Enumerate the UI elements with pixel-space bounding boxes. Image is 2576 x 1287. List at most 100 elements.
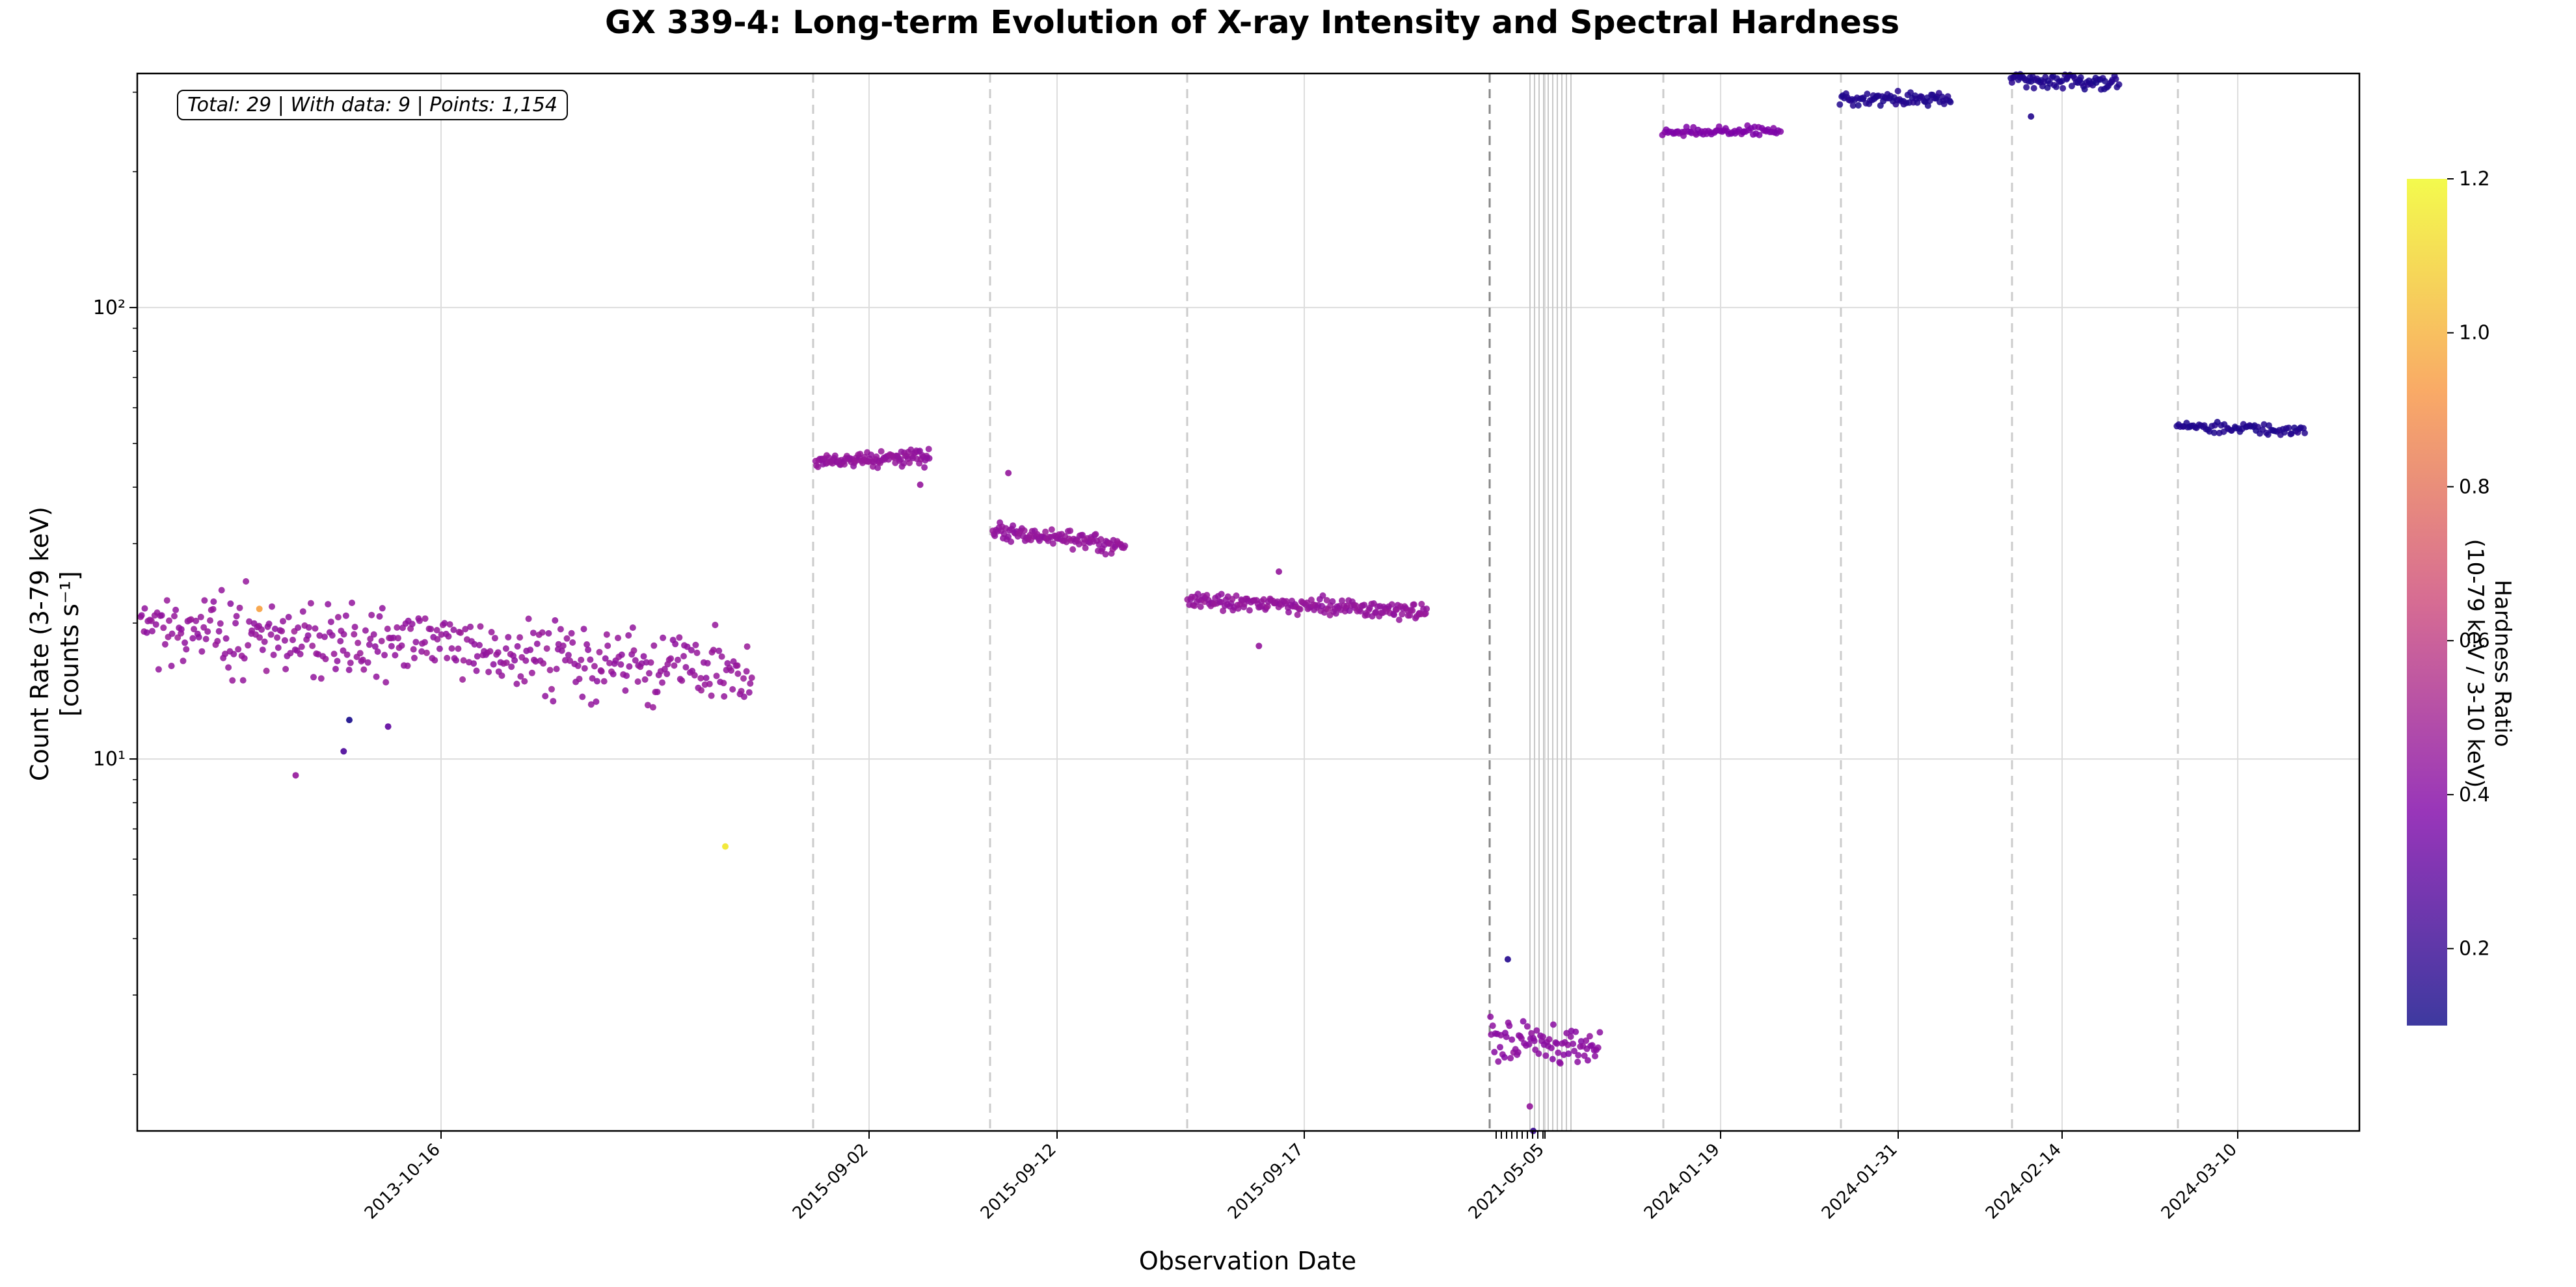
data-point [381, 652, 388, 659]
data-point [473, 667, 480, 674]
data-point [1855, 102, 1862, 109]
data-point [654, 689, 661, 695]
data-point [569, 639, 576, 646]
chart-title: GX 339-4: Long-term Evolution of X-ray I… [604, 4, 1900, 41]
data-point [394, 624, 401, 631]
data-point [1518, 1035, 1525, 1042]
y-axis-label-line1: Count Rate (3-79 keV) [25, 506, 54, 782]
data-point [222, 650, 228, 657]
data-point [285, 613, 292, 620]
data-point [721, 693, 728, 700]
data-point [222, 635, 230, 642]
data-point [568, 630, 575, 637]
data-point [1332, 610, 1339, 617]
data-point [2059, 85, 2067, 92]
data-point [2068, 83, 2075, 90]
data-point [1319, 592, 1326, 599]
data-point [455, 645, 462, 652]
data-point [382, 679, 390, 686]
x-gridlines [440, 73, 2238, 1131]
data-point [522, 657, 530, 664]
data-point [528, 669, 535, 676]
data-point [450, 626, 457, 633]
data-point [281, 637, 288, 644]
data-point [172, 606, 180, 613]
data-point [270, 652, 277, 658]
x-tick-label: 2024-01-19 [1641, 1140, 1724, 1223]
x-tick-label: 2015-09-17 [1224, 1140, 1308, 1223]
data-point [548, 685, 555, 693]
data-point [218, 587, 225, 594]
data-point [2112, 75, 2119, 83]
data-point [299, 608, 306, 615]
data-point [1418, 600, 1425, 607]
y-tick-label: 10¹ [93, 748, 126, 771]
data-point [343, 651, 351, 658]
data-point [1574, 1058, 1581, 1065]
data-point [814, 464, 822, 470]
data-point [667, 655, 675, 662]
data-point [245, 642, 252, 649]
data-point [632, 657, 639, 664]
data-point [378, 637, 385, 644]
data-point [610, 670, 617, 678]
outlier-point [917, 481, 924, 488]
data-point [1565, 1050, 1572, 1057]
data-point [2077, 74, 2084, 81]
data-point [183, 646, 190, 653]
colorbar-tick-label: 0.4 [2459, 784, 2490, 806]
data-point [1589, 1042, 1596, 1049]
data-point [1010, 522, 1017, 529]
data-point [1849, 102, 1857, 109]
data-point [1021, 527, 1028, 534]
data-point [704, 659, 711, 667]
data-point [330, 650, 338, 657]
data-point [239, 677, 247, 684]
data-point [160, 624, 167, 631]
data-point [258, 626, 265, 633]
data-point [567, 657, 574, 664]
data-point [345, 667, 353, 674]
data-point [703, 674, 710, 682]
data-point [539, 629, 546, 636]
data-point [1329, 598, 1336, 605]
data-point [374, 648, 381, 655]
data-point [467, 623, 474, 630]
data-point [991, 533, 999, 539]
data-point [2210, 429, 2218, 436]
y-axis-label: Count Rate (3-79 keV) [counts s⁻¹] [25, 416, 85, 871]
data-point [1491, 1048, 1498, 1055]
plot-frame [136, 72, 2361, 1132]
data-point [734, 662, 741, 669]
data-point [168, 663, 175, 669]
data-point [1947, 99, 1954, 105]
data-point [178, 626, 185, 633]
data-point [591, 663, 598, 670]
data-point [261, 638, 268, 645]
data-point [307, 600, 314, 607]
data-point [1388, 601, 1395, 608]
data-point [1506, 1022, 1513, 1029]
data-point [1283, 598, 1290, 605]
colorbar-label: Hardness Ratio (10-79 keV / 3-10 keV) [2462, 436, 2516, 891]
data-point [355, 639, 362, 646]
x-tick-label: 2015-09-12 [977, 1140, 1060, 1223]
data-point [485, 669, 492, 676]
colorbar-label-line2: (10-79 keV / 3-10 keV) [2462, 538, 2488, 788]
data-point [410, 646, 417, 653]
data-point [1082, 544, 1089, 551]
data-point [298, 643, 305, 650]
data-point [191, 626, 198, 633]
data-point [502, 645, 509, 652]
data-point [671, 662, 678, 669]
data-point [2030, 85, 2037, 92]
data-point [202, 635, 209, 643]
data-point [1487, 1013, 1494, 1020]
data-point [427, 626, 435, 633]
data-point [367, 635, 374, 643]
data-point [623, 672, 630, 680]
data-point [559, 643, 567, 649]
data-point [698, 687, 704, 694]
data-point [644, 702, 651, 709]
